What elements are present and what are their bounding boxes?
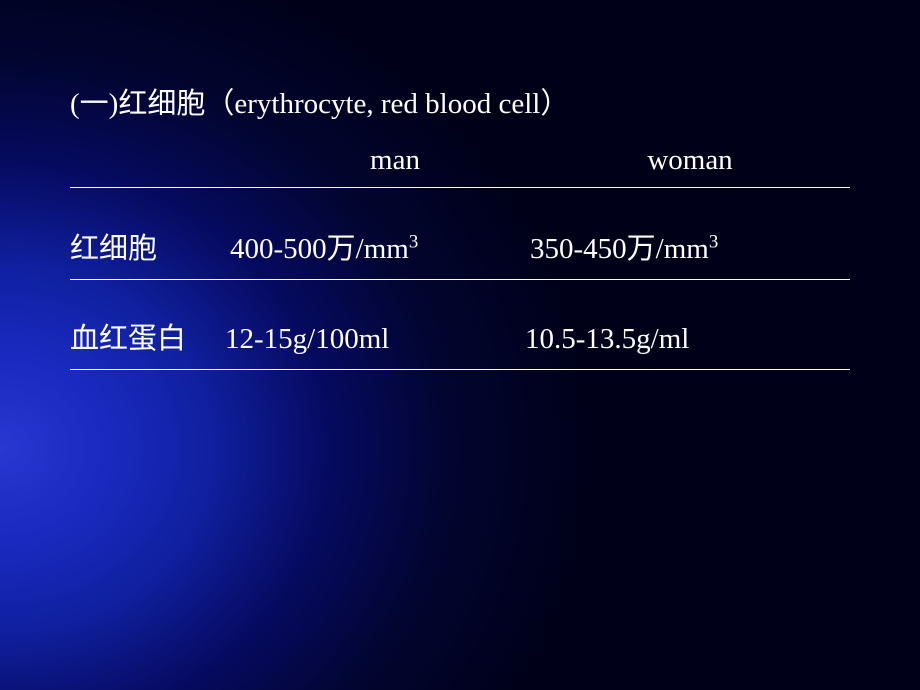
title-paren-close: ） [540,88,569,120]
rbc-man-value: 400-500 [230,233,327,265]
slide: (一)红细胞（erythrocyte, red blood cell） man … [0,0,920,690]
title-term-en: erythrocyte, red blood cell [234,88,540,120]
title-prefix: (一) [70,88,118,120]
table-header-row: man woman [70,144,850,188]
rbc-man-unit: 万/mm [327,233,409,265]
rbc-man-sup: 3 [409,231,418,252]
rbc-woman-unit: 万/mm [627,233,709,265]
title-paren-open: （ [205,88,234,120]
rbc-woman-value: 350-450 [530,233,627,265]
table-row: 红细胞 400-500万/mm3 350-450万/mm3 [70,190,850,280]
slide-title: (一)红细胞（erythrocyte, red blood cell） [70,80,850,122]
row-man-hemoglobin: 12-15g/100ml [225,323,505,356]
row-label-rbc: 红细胞 [70,225,230,267]
rbc-woman-sup: 3 [709,231,718,252]
title-term-cn: 红细胞 [118,88,205,120]
header-man: man [270,144,520,177]
header-woman: woman [520,144,850,177]
row-woman-rbc: 350-450万/mm3 [510,225,850,267]
row-woman-hemoglobin: 10.5-13.5g/ml [505,323,850,356]
row-label-hemoglobin: 血红蛋白 [70,315,225,357]
table-row: 血红蛋白 12-15g/100ml 10.5-13.5g/ml [70,280,850,370]
header-spacer [70,144,270,177]
row-man-rbc: 400-500万/mm3 [230,225,510,267]
